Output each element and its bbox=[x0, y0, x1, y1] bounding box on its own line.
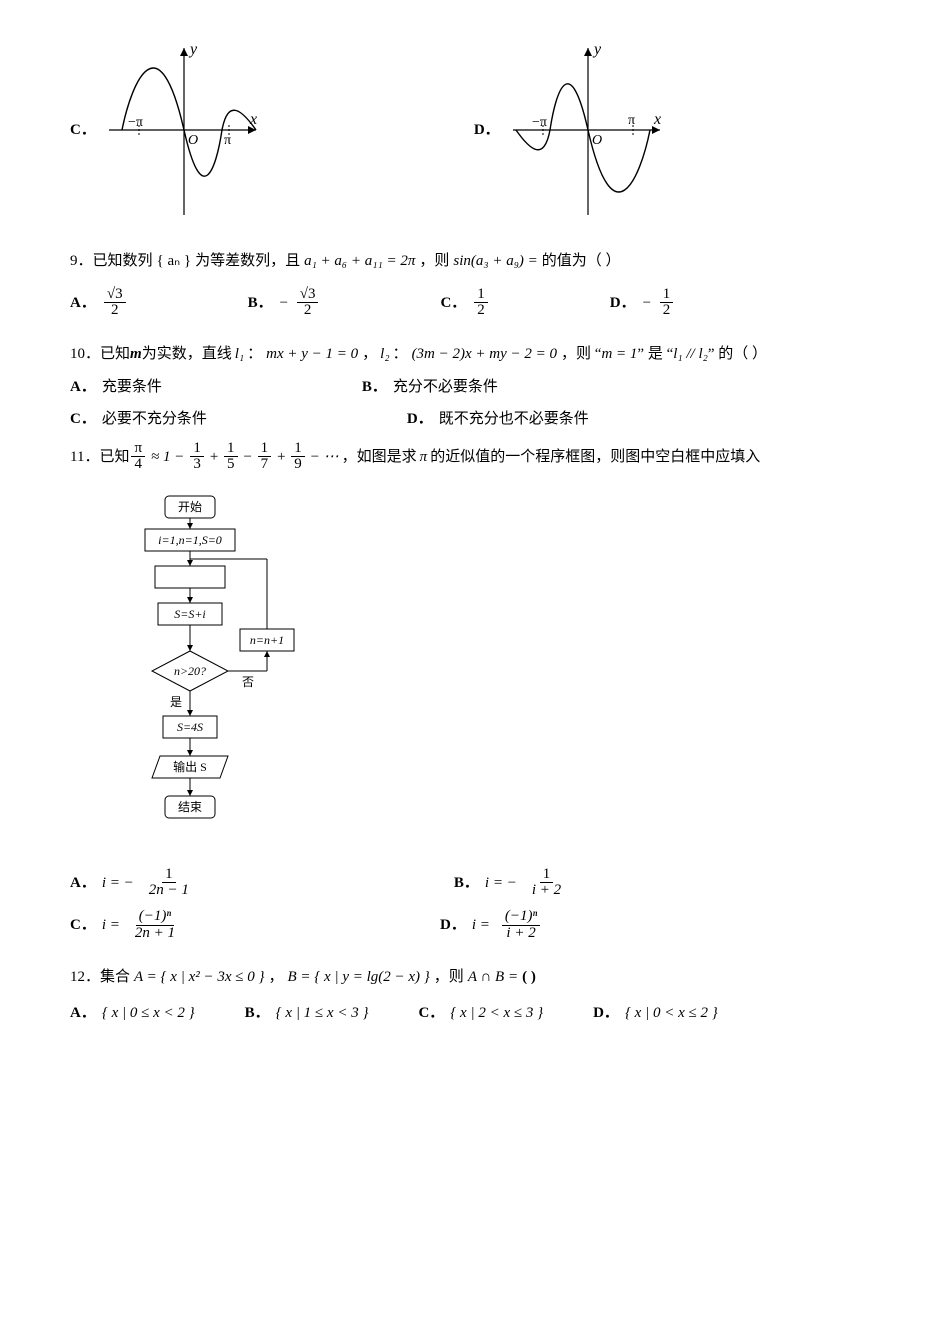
svg-text:y: y bbox=[188, 41, 198, 58]
q12-opt-a: A． { x | 0 ≤ x < 2 } bbox=[70, 1002, 195, 1025]
fraction: 1 2 bbox=[660, 287, 674, 320]
q-number: 9． bbox=[70, 250, 93, 273]
q11-opt-a: A． i = − 12n − 1 bbox=[70, 867, 194, 900]
option-label: D． bbox=[610, 292, 636, 315]
svg-text:O: O bbox=[592, 133, 602, 148]
q10-opt-b: B． 充分不必要条件 bbox=[362, 376, 498, 399]
q9-text: ，则 bbox=[419, 250, 449, 273]
fraction: √3 2 bbox=[104, 287, 126, 320]
svg-text:S=4S: S=4S bbox=[177, 720, 203, 734]
svg-text:n=n+1: n=n+1 bbox=[250, 633, 284, 647]
svg-text:i=1,n=1,S=0: i=1,n=1,S=0 bbox=[158, 533, 222, 547]
svg-text:否: 否 bbox=[242, 675, 254, 689]
q10-options-2: C． 必要不充分条件 D． 既不充分也不必要条件 bbox=[70, 408, 890, 431]
q9-options: A． √3 2 B． − √3 2 C． 1 2 D． − 1 2 bbox=[70, 287, 890, 320]
svg-text:输出 S: 输出 S bbox=[173, 759, 207, 774]
graph-options-row: C． y x −π π O D． bbox=[70, 40, 890, 220]
option-label: C． bbox=[70, 119, 96, 142]
q10-options: A． 充要条件 B． 充分不必要条件 bbox=[70, 376, 890, 399]
svg-text:x: x bbox=[249, 111, 257, 128]
q12-opt-b: B． { x | 1 ≤ x < 3 } bbox=[245, 1002, 369, 1025]
q10-opt-d: D． 既不充分也不必要条件 bbox=[407, 408, 589, 431]
q9-opt-c: C． 1 2 bbox=[440, 287, 489, 320]
q-number: 11． bbox=[70, 446, 99, 469]
flowchart: 开始 i=1,n=1,S=0 S=S+i n=n+1 n>20? 否 是 S=4… bbox=[110, 491, 890, 849]
svg-text:n>20?: n>20? bbox=[174, 664, 206, 678]
q-number: 10． bbox=[70, 343, 100, 366]
q9-expr: sin(a₃ + a₉) = bbox=[453, 250, 537, 273]
q12-opt-c: C． { x | 2 < x ≤ 3 } bbox=[418, 1002, 543, 1025]
fraction: 1 2 bbox=[474, 287, 488, 320]
svg-text:y: y bbox=[592, 41, 602, 58]
graph-c-svg: y x −π π O bbox=[104, 40, 264, 220]
option-d-graph: D． y x −π π O bbox=[474, 40, 668, 220]
q9-eq: a₁ + a₆ + a₁₁ = 2π bbox=[304, 250, 415, 273]
svg-text:是: 是 bbox=[170, 695, 182, 709]
svg-text:O: O bbox=[188, 133, 198, 148]
svg-text:S=S+i: S=S+i bbox=[174, 607, 206, 621]
graph-d-svg: y x −π π O bbox=[508, 40, 668, 220]
q11-opt-c: C． i = (−1)ⁿ2n + 1 bbox=[70, 909, 180, 942]
q11-opt-d: D． i = (−1)ⁿi + 2 bbox=[440, 909, 542, 942]
option-label: B． bbox=[248, 292, 273, 315]
option-c-graph: C． y x −π π O bbox=[70, 40, 264, 220]
q9-text: 为等差数列，且 bbox=[195, 250, 300, 273]
q9-opt-a: A． √3 2 bbox=[70, 287, 128, 320]
svg-text:开始: 开始 bbox=[178, 500, 202, 514]
svg-text:x: x bbox=[653, 111, 661, 128]
svg-text:−π: −π bbox=[128, 115, 143, 130]
q9-opt-d: D． − 1 2 bbox=[610, 287, 675, 320]
flowchart-svg: 开始 i=1,n=1,S=0 S=S+i n=n+1 n>20? 否 是 S=4… bbox=[110, 491, 320, 841]
q12-options: A． { x | 0 ≤ x < 2 } B． { x | 1 ≤ x < 3 … bbox=[70, 1002, 890, 1025]
q10-stem: 10． 已知 m 为实数，直线 l₁ ： mx + y − 1 = 0 ， l₂… bbox=[70, 343, 890, 366]
svg-text:π: π bbox=[224, 133, 231, 148]
svg-text:π: π bbox=[628, 113, 635, 128]
q12-opt-d: D． { x | 0 < x ≤ 2 } bbox=[593, 1002, 718, 1025]
q11-stem: 11． 已知 π 4 ≈ 1 − 13 + 15 − 17 + 19 − ⋯ ，… bbox=[70, 441, 890, 474]
q9-text: 已知数列 bbox=[93, 250, 153, 273]
option-label: C． bbox=[440, 292, 466, 315]
q10-opt-c: C． 必要不充分条件 bbox=[70, 408, 207, 431]
q12-stem: 12． 集合 A = { x | x² − 3x ≤ 0 } ， B = { x… bbox=[70, 966, 890, 989]
svg-text:结束: 结束 bbox=[178, 800, 202, 814]
q10-opt-a: A． 充要条件 bbox=[70, 376, 162, 399]
q9-opt-b: B． − √3 2 bbox=[248, 287, 321, 320]
q9-stem: 9． 已知数列 { aₙ } 为等差数列，且 a₁ + a₆ + a₁₁ = 2… bbox=[70, 250, 890, 273]
option-label: A． bbox=[70, 292, 96, 315]
q9-text: 的值为（ ） bbox=[542, 250, 621, 273]
svg-text:−π: −π bbox=[532, 115, 547, 130]
q11-opt-b: B． i = − 1i + 2 bbox=[454, 867, 566, 900]
fraction: √3 2 bbox=[297, 287, 319, 320]
q9-seq: { aₙ } bbox=[157, 250, 192, 273]
q-number: 12． bbox=[70, 966, 100, 989]
option-label: D． bbox=[474, 119, 500, 142]
